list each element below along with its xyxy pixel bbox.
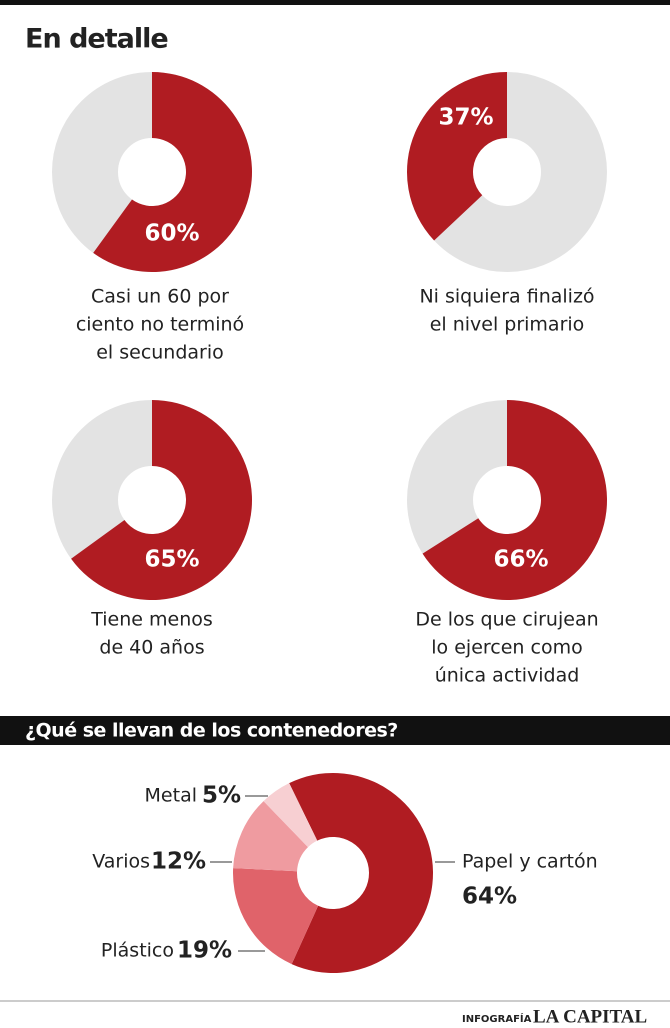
caption: ciento no terminó (76, 314, 244, 336)
pie-segment (233, 868, 319, 965)
title: En detalle (25, 24, 168, 55)
value-label: 19% (177, 938, 232, 964)
brand: LA CAPITAL (533, 1006, 647, 1027)
category-label: Varios (92, 851, 150, 873)
category-label: Papel y cartón (462, 851, 598, 873)
pie-segment (233, 801, 308, 872)
top-rule (0, 0, 670, 5)
caption: Ni siquiera finalizó (419, 286, 594, 308)
donut-segment (71, 400, 253, 600)
section-bar (0, 716, 670, 745)
value-label: 37% (438, 105, 493, 131)
value-label: 5% (202, 783, 241, 809)
value-label: 60% (144, 221, 199, 247)
pie-segment (289, 772, 433, 973)
donut-segment (93, 72, 253, 272)
value-label: 12% (151, 849, 206, 875)
value-label: 65% (144, 547, 199, 573)
value-label: 64% (462, 884, 517, 910)
pie-segment (263, 783, 318, 848)
caption: de 40 años (99, 637, 204, 659)
section-title: ¿Qué se llevan de los contenedores? (25, 720, 398, 742)
caption: Tiene menos (90, 609, 213, 631)
caption: Casi un 60 por (91, 286, 229, 308)
caption: única actividad (435, 665, 580, 687)
caption: el nivel primario (430, 314, 585, 336)
caption: lo ejercen como (431, 637, 582, 659)
category-label: Metal (145, 785, 197, 807)
credit: INFOGRAFÍA (462, 1012, 532, 1025)
category-label: Plástico (101, 940, 174, 962)
donut-segment (407, 72, 507, 241)
donut-segment (422, 400, 607, 601)
caption: De los que cirujean (415, 609, 598, 631)
value-label: 66% (493, 547, 548, 573)
caption: el secundario (96, 342, 224, 364)
